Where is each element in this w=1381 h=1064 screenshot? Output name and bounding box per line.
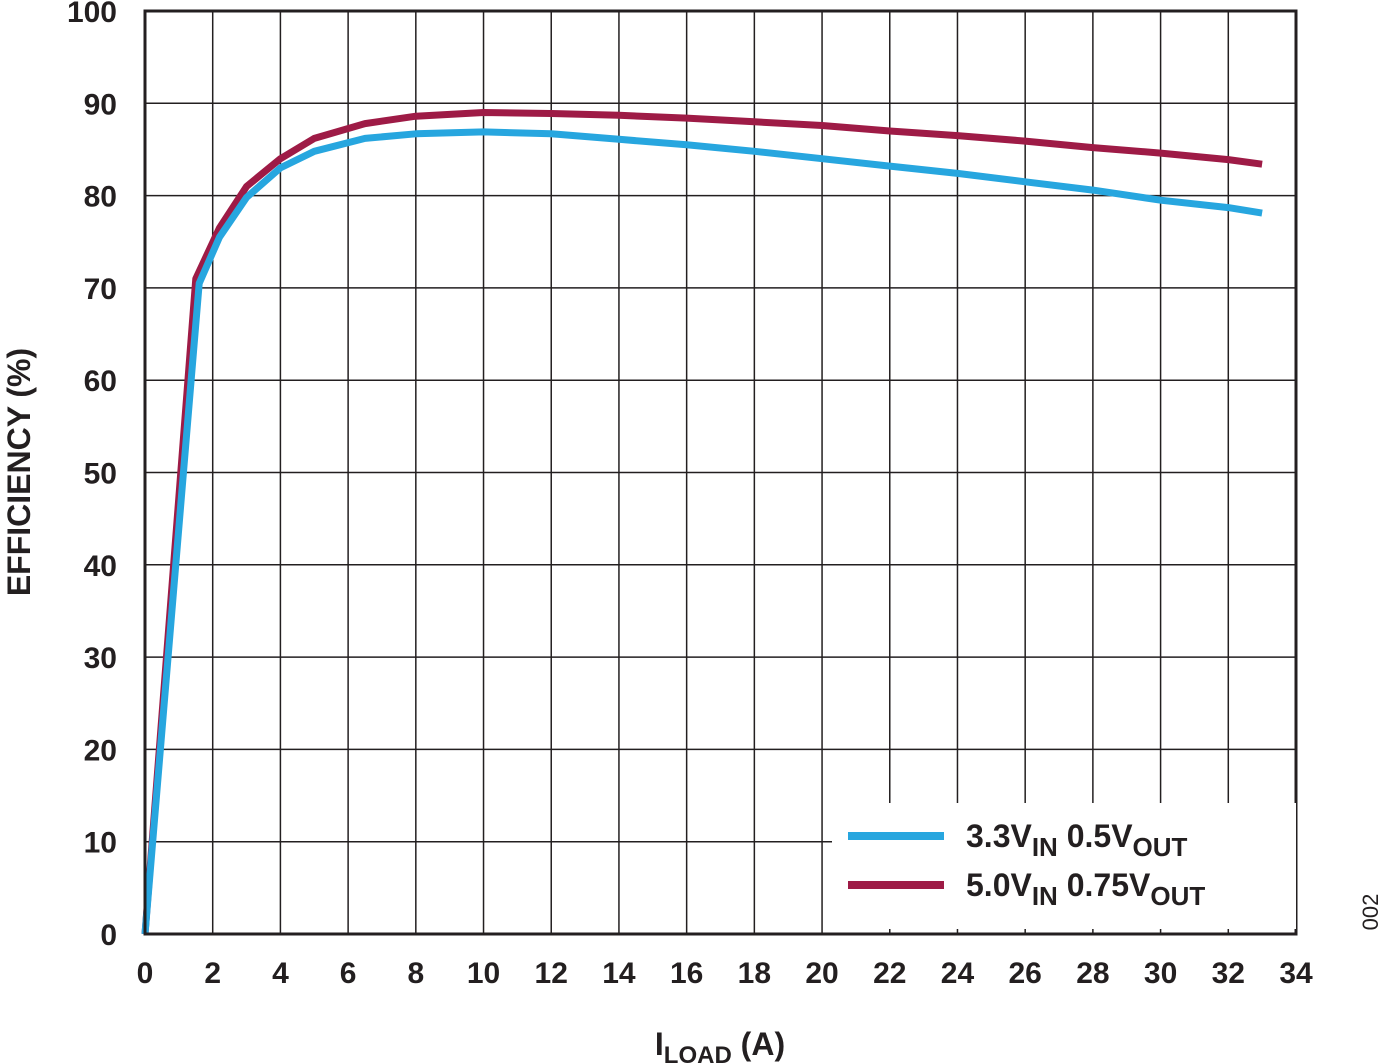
x-tick-label: 30: [1144, 957, 1177, 990]
legend-label-part: 5.0V: [966, 867, 1032, 903]
x-tick-label: 10: [467, 957, 500, 990]
legend-label-part: 3.3V: [966, 818, 1032, 854]
x-tick-label: 4: [272, 957, 289, 990]
y-tick-label: 100: [67, 0, 117, 29]
x-tick-label: 18: [738, 957, 771, 990]
x-tick-label: 32: [1212, 957, 1245, 990]
legend-label-part: IN: [1032, 881, 1058, 911]
y-tick-label: 0: [100, 919, 117, 952]
plot-frame: [143, 9, 1298, 936]
y-tick-label: 60: [84, 365, 117, 398]
legend-box: [832, 803, 1296, 929]
x-tick-label: 8: [407, 957, 424, 990]
y-tick-labels: 0 10 20 30 40 50 60 70 80 90 100: [67, 0, 117, 952]
x-axis-title-unit: (A): [732, 1026, 785, 1062]
y-tick-label: 50: [84, 458, 117, 491]
legend-label: 3.3VIN 0.5VOUT: [966, 818, 1188, 862]
x-axis-title-sub: LOAD: [664, 1042, 732, 1064]
x-tick-label: 34: [1279, 957, 1313, 990]
y-tick-label: 10: [84, 827, 117, 860]
x-tick-label: 24: [941, 957, 975, 990]
legend-label-part: 0.5V: [1058, 818, 1133, 854]
series-line: [141, 109, 1263, 935]
figure-id: 002: [1358, 894, 1381, 931]
series-lines: [141, 109, 1263, 935]
legend-label-part: IN: [1032, 832, 1058, 862]
legend-label-part: 0.75V: [1058, 867, 1151, 903]
y-axis-title: EFFICIENCY (%): [1, 348, 37, 596]
legend-label: 5.0VIN 0.75VOUT: [966, 867, 1205, 911]
x-tick-label: 28: [1076, 957, 1109, 990]
x-tick-label: 2: [204, 957, 221, 990]
x-tick-label: 16: [670, 957, 703, 990]
x-tick-label: 14: [602, 957, 636, 990]
y-tick-label: 90: [84, 88, 117, 121]
x-axis-title: ILOAD (A): [655, 1026, 785, 1064]
x-tick-label: 22: [873, 957, 906, 990]
legend-label-part: OUT: [1133, 832, 1188, 862]
x-tick-label: 0: [137, 957, 154, 990]
x-axis-title-main: I: [655, 1026, 664, 1062]
series-line: [141, 128, 1263, 935]
x-tick-labels: 0 2 4 6 8 10 12 14 16 18 20 22 24 26 28 30 32 34: [137, 957, 1313, 990]
y-tick-label: 20: [84, 734, 117, 767]
y-tick-label: 40: [84, 550, 117, 583]
x-tick-label: 12: [535, 957, 568, 990]
y-tick-label: 80: [84, 181, 117, 214]
y-tick-label: 70: [84, 273, 117, 306]
legend-label-part: OUT: [1150, 881, 1205, 911]
y-tick-label: 30: [84, 642, 117, 675]
x-tick-label: 26: [1008, 957, 1041, 990]
x-tick-label: 20: [805, 957, 838, 990]
x-tick-label: 6: [340, 957, 357, 990]
